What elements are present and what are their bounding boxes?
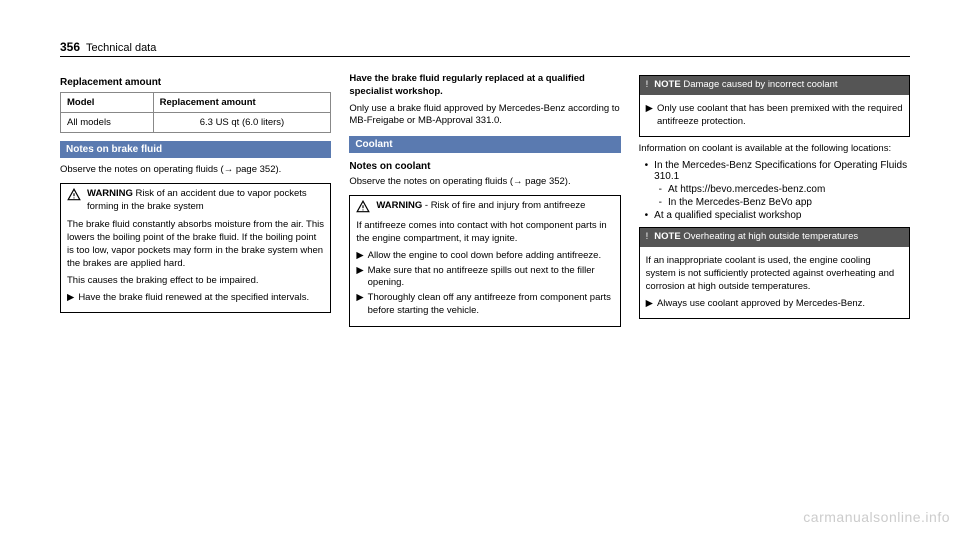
content-columns: Replacement amount Model Replacement amo… (60, 69, 910, 333)
warning-antifreeze-p1: If antifreeze comes into contact with ho… (356, 220, 613, 246)
bullet-list: In the Mercedes-Benz Specifications for … (645, 160, 910, 221)
arrow-icon: ▶ (356, 292, 363, 318)
warning-li-text: Thoroughly clean off any antifreeze from… (368, 292, 614, 318)
notice-incorrect-coolant: ! NOTE Damage caused by incorrect coolan… (639, 75, 910, 137)
subbullet-item: At https://bevo.mercedes-benz.com (659, 184, 910, 195)
warning-triangle-icon (356, 200, 370, 214)
warning-p2: This causes the braking effect to be imp… (67, 275, 324, 288)
table-cell-model: All models (61, 113, 154, 133)
notes-coolant-title: Notes on coolant (349, 161, 620, 172)
notice-head: ! NOTE Damage caused by incorrect coolan… (640, 76, 909, 95)
brake-approval-text: Only use a brake fluid approved by Merce… (349, 103, 620, 129)
warning-li: ▶ Have the brake fluid renewed at the sp… (67, 292, 324, 305)
column-2: Have the brake fluid regularly replaced … (349, 69, 620, 333)
table-header-model: Model (61, 93, 154, 113)
notice-li-text: Only use coolant that has been premixed … (657, 103, 903, 129)
notice-li: ▶Only use coolant that has been premixed… (646, 103, 903, 129)
warning-antifreeze: WARNING ‑ Risk of fire and injury from a… (349, 195, 620, 327)
warning-lead: WARNING (87, 188, 133, 199)
warning-li: ▶Make sure that no antifreeze spills out… (356, 265, 613, 291)
arrow-icon: ▶ (646, 103, 653, 129)
subbullet-item: In the Mercedes-Benz BeVo app (659, 197, 910, 208)
warning-li: ▶ Allow the engine to cool down before ad… (356, 250, 613, 263)
warning-li-text: Make sure that no antifreeze spills out … (368, 265, 614, 291)
arrow-icon: ▶ (646, 298, 653, 311)
dash-icon (659, 184, 662, 195)
notice-li: ▶ Always use coolant approved by Mercedes… (646, 298, 903, 311)
warning-desc: ‑ Risk of fire and injury from antifreez… (422, 200, 585, 211)
warning-text: WARNING Risk of an accident due to vapor… (87, 188, 324, 214)
notice-exclaim-icon: ! (646, 79, 649, 92)
notice-exclaim-icon: ! (646, 231, 649, 244)
notice-desc: Overheating at high outside temperatures (681, 231, 858, 242)
warning-li-text: Allow the engine to cool down before add… (368, 250, 601, 263)
notice-overheating: ! NOTE Overheating at high outside tempe… (639, 227, 910, 319)
arrow-icon: ▶ (356, 265, 363, 291)
coolant-heading: Coolant (349, 136, 620, 153)
notice-lead: NOTE (654, 231, 680, 242)
replacement-table: Model Replacement amount All models 6.3 … (60, 92, 331, 133)
bullet-item: At a qualified specialist workshop (645, 210, 910, 221)
subbullet-text: In the Mercedes-Benz BeVo app (668, 197, 812, 208)
column-3: ! NOTE Damage caused by incorrect coolan… (639, 69, 910, 333)
table-cell-amount: 6.3 US qt (6.0 liters) (153, 113, 331, 133)
warning-li: ▶Thoroughly clean off any antifreeze fro… (356, 292, 613, 318)
table-header-amount: Replacement amount (153, 93, 331, 113)
notice-overheat-p1: If an inappropriate coolant is used, the… (646, 255, 903, 293)
brake-fluid-heading: Notes on brake fluid (60, 141, 331, 158)
coolant-info-text: Information on coolant is available at t… (639, 143, 910, 156)
observe-notes-1: Observe the notes on operating fluids (→… (60, 164, 331, 177)
watermark: carmanualsonline.info (803, 509, 950, 525)
page-header: 356 Technical data (60, 40, 910, 57)
header-title: Technical data (86, 42, 156, 54)
brake-replace-text: Have the brake fluid regularly replaced … (349, 73, 620, 99)
notice-desc: Damage caused by incorrect coolant (681, 79, 838, 90)
warning-text: WARNING ‑ Risk of fire and injury from a… (376, 200, 585, 213)
notice-head: ! NOTE Overheating at high outside tempe… (640, 228, 909, 247)
subbullet-text: At https://bevo.mercedes-benz.com (668, 184, 825, 195)
warning-brake-fluid: WARNING Risk of an accident due to vapor… (60, 183, 331, 314)
warning-lead: WARNING (376, 200, 422, 211)
bullet-text: In the Mercedes-Benz Specifications for … (654, 160, 910, 182)
replacement-amount-title: Replacement amount (60, 77, 331, 88)
column-1: Replacement amount Model Replacement amo… (60, 69, 331, 333)
warning-p1: The brake fluid constantly absorbs moist… (67, 219, 324, 270)
warning-li-text: Have the brake fluid renewed at the spec… (78, 292, 309, 305)
bullet-item: In the Mercedes-Benz Specifications for … (645, 160, 910, 182)
notice-lead: NOTE (654, 79, 680, 90)
bullet-icon (645, 160, 649, 182)
arrow-icon: ▶ (67, 292, 74, 305)
observe-notes-2: Observe the notes on operating fluids (→… (349, 176, 620, 189)
dash-icon (659, 197, 662, 208)
page-number: 356 (60, 40, 80, 54)
bullet-text: At a qualified specialist workshop (654, 210, 801, 221)
arrow-icon: ▶ (356, 250, 363, 263)
warning-triangle-icon (67, 188, 81, 202)
bullet-icon (645, 210, 649, 221)
notice-li-text: Always use coolant approved by Mercedes-… (657, 298, 865, 311)
